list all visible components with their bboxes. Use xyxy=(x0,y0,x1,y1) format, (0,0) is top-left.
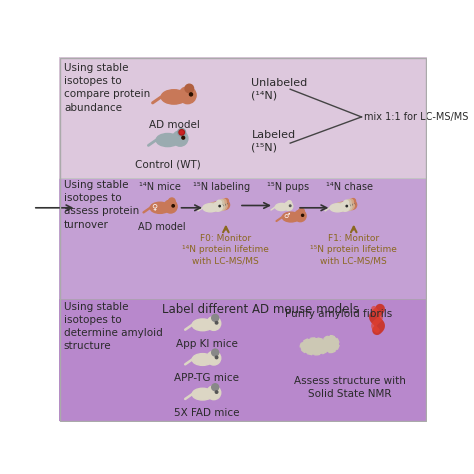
Circle shape xyxy=(301,214,304,216)
Text: Labeled
(¹⁵N): Labeled (¹⁵N) xyxy=(251,130,296,153)
Text: ¹⁴N chase: ¹⁴N chase xyxy=(327,182,374,192)
Circle shape xyxy=(179,130,184,135)
Text: AD model: AD model xyxy=(148,120,200,130)
Text: Using stable
isotopes to
assess protein
turnover: Using stable isotopes to assess protein … xyxy=(64,180,139,230)
Text: mix 1:1 for LC-MS/MS: mix 1:1 for LC-MS/MS xyxy=(364,112,468,122)
Ellipse shape xyxy=(161,90,187,104)
Circle shape xyxy=(185,84,193,93)
Ellipse shape xyxy=(337,202,352,210)
Circle shape xyxy=(294,210,306,222)
Circle shape xyxy=(322,336,339,353)
Circle shape xyxy=(173,131,188,146)
Circle shape xyxy=(340,202,350,211)
Circle shape xyxy=(207,386,221,400)
Ellipse shape xyxy=(282,212,300,222)
Circle shape xyxy=(348,205,350,206)
Ellipse shape xyxy=(203,204,218,212)
Text: ♂: ♂ xyxy=(283,213,290,219)
Circle shape xyxy=(287,201,292,205)
Ellipse shape xyxy=(156,134,179,146)
Text: Label different AD mouse models: Label different AD mouse models xyxy=(162,303,359,316)
Text: Unlabeled
(¹⁴N): Unlabeled (¹⁴N) xyxy=(251,78,308,101)
Circle shape xyxy=(346,205,347,207)
Circle shape xyxy=(216,201,225,210)
Circle shape xyxy=(164,200,177,213)
Text: Assess structure with
Solid State NMR: Assess structure with Solid State NMR xyxy=(294,376,406,399)
Circle shape xyxy=(215,391,218,393)
Circle shape xyxy=(351,204,352,206)
Text: ¹⁴N mice: ¹⁴N mice xyxy=(139,182,181,192)
Ellipse shape xyxy=(192,319,213,331)
Text: Using stable
isotopes to
determine amyloid
structure: Using stable isotopes to determine amylo… xyxy=(64,302,163,351)
Text: APP-TG mice: APP-TG mice xyxy=(174,374,239,383)
Text: F1: Monitor
¹⁵N protein lifetime
with LC-MS/MS: F1: Monitor ¹⁵N protein lifetime with LC… xyxy=(310,234,397,266)
Text: AD model: AD model xyxy=(138,222,185,232)
Text: ¹⁵N labeling: ¹⁵N labeling xyxy=(193,182,251,192)
Circle shape xyxy=(348,199,353,204)
Bar xyxy=(59,179,427,300)
Ellipse shape xyxy=(210,202,225,210)
Circle shape xyxy=(290,205,291,207)
Ellipse shape xyxy=(332,203,347,211)
Circle shape xyxy=(353,204,355,205)
Circle shape xyxy=(346,200,351,204)
Circle shape xyxy=(299,209,304,214)
Circle shape xyxy=(345,201,355,210)
Circle shape xyxy=(224,199,228,203)
Circle shape xyxy=(215,321,218,324)
Circle shape xyxy=(217,201,221,205)
Text: Purify amyloid fibrils: Purify amyloid fibrils xyxy=(284,309,392,319)
Text: Using stable
isotopes to
compare protein
abundance: Using stable isotopes to compare protein… xyxy=(64,63,150,113)
Circle shape xyxy=(347,201,356,210)
Text: App KI mice: App KI mice xyxy=(175,339,237,349)
Circle shape xyxy=(220,201,229,210)
Circle shape xyxy=(224,204,225,206)
Circle shape xyxy=(190,93,192,96)
Ellipse shape xyxy=(192,388,213,400)
Ellipse shape xyxy=(208,202,223,210)
Circle shape xyxy=(218,201,227,210)
Ellipse shape xyxy=(330,204,345,212)
Circle shape xyxy=(207,351,221,365)
Circle shape xyxy=(212,384,219,391)
Text: ¹⁵N pups: ¹⁵N pups xyxy=(267,182,309,192)
Ellipse shape xyxy=(275,203,288,210)
Circle shape xyxy=(212,349,219,356)
Circle shape xyxy=(178,128,186,136)
Text: F0: Monitor
¹⁴N protein lifetime
with LC-MS/MS: F0: Monitor ¹⁴N protein lifetime with LC… xyxy=(182,234,269,266)
Circle shape xyxy=(219,200,224,204)
Ellipse shape xyxy=(335,202,350,210)
Text: ♀: ♀ xyxy=(152,203,158,212)
Circle shape xyxy=(182,137,185,139)
Circle shape xyxy=(221,205,223,206)
Circle shape xyxy=(344,201,348,205)
Ellipse shape xyxy=(205,203,220,211)
Text: Control (WT): Control (WT) xyxy=(135,159,201,169)
Circle shape xyxy=(169,198,175,204)
Circle shape xyxy=(215,356,218,359)
Circle shape xyxy=(213,202,223,211)
Circle shape xyxy=(219,205,220,207)
Circle shape xyxy=(172,205,174,207)
Circle shape xyxy=(351,199,356,203)
Bar xyxy=(59,56,427,178)
Circle shape xyxy=(179,87,196,104)
Circle shape xyxy=(180,131,183,134)
Circle shape xyxy=(343,201,352,210)
Ellipse shape xyxy=(300,338,330,355)
Circle shape xyxy=(221,199,226,204)
Circle shape xyxy=(212,314,219,321)
Bar xyxy=(59,300,427,421)
Circle shape xyxy=(284,202,293,210)
Text: 5X FAD mice: 5X FAD mice xyxy=(174,408,239,418)
Ellipse shape xyxy=(150,202,170,213)
Circle shape xyxy=(207,317,221,330)
Ellipse shape xyxy=(192,354,213,365)
Circle shape xyxy=(226,204,228,205)
